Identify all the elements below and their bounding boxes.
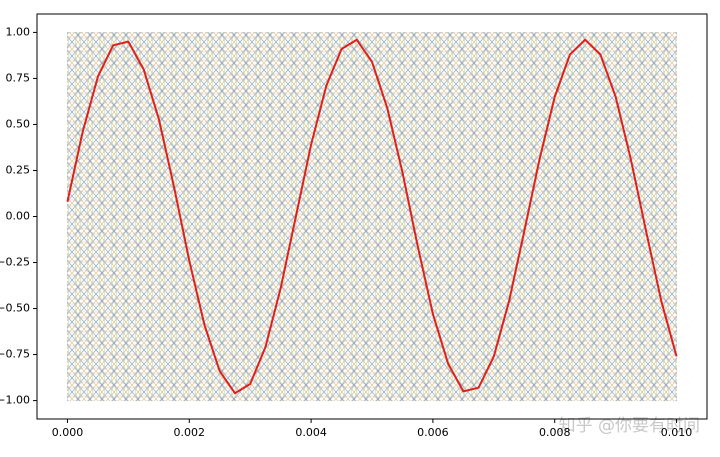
y-tick-label: −1.00 — [0, 394, 30, 407]
y-tick-label: 0.25 — [6, 163, 31, 176]
x-tick-label: 0.010 — [661, 426, 693, 439]
y-tick-label: −0.75 — [0, 348, 30, 361]
y-tick-label: 1.00 — [6, 25, 31, 38]
x-tick-label: 0.000 — [52, 426, 84, 439]
x-tick-label: 0.004 — [295, 426, 327, 439]
x-tick-label: 0.006 — [417, 426, 449, 439]
y-tick-label: 0.50 — [6, 117, 31, 130]
y-tick-label: 0.75 — [6, 71, 31, 84]
x-tick-label: 0.002 — [174, 426, 206, 439]
background-mesh — [67, 32, 677, 401]
y-tick-label: −0.25 — [0, 256, 30, 269]
line — [66, 38, 678, 395]
y-tick-label: −0.50 — [0, 302, 30, 315]
watermark: 知乎 @你要有时间 — [559, 416, 700, 436]
y-tick-label: 0.00 — [6, 210, 31, 223]
x-tick-label: 0.008 — [539, 426, 571, 439]
